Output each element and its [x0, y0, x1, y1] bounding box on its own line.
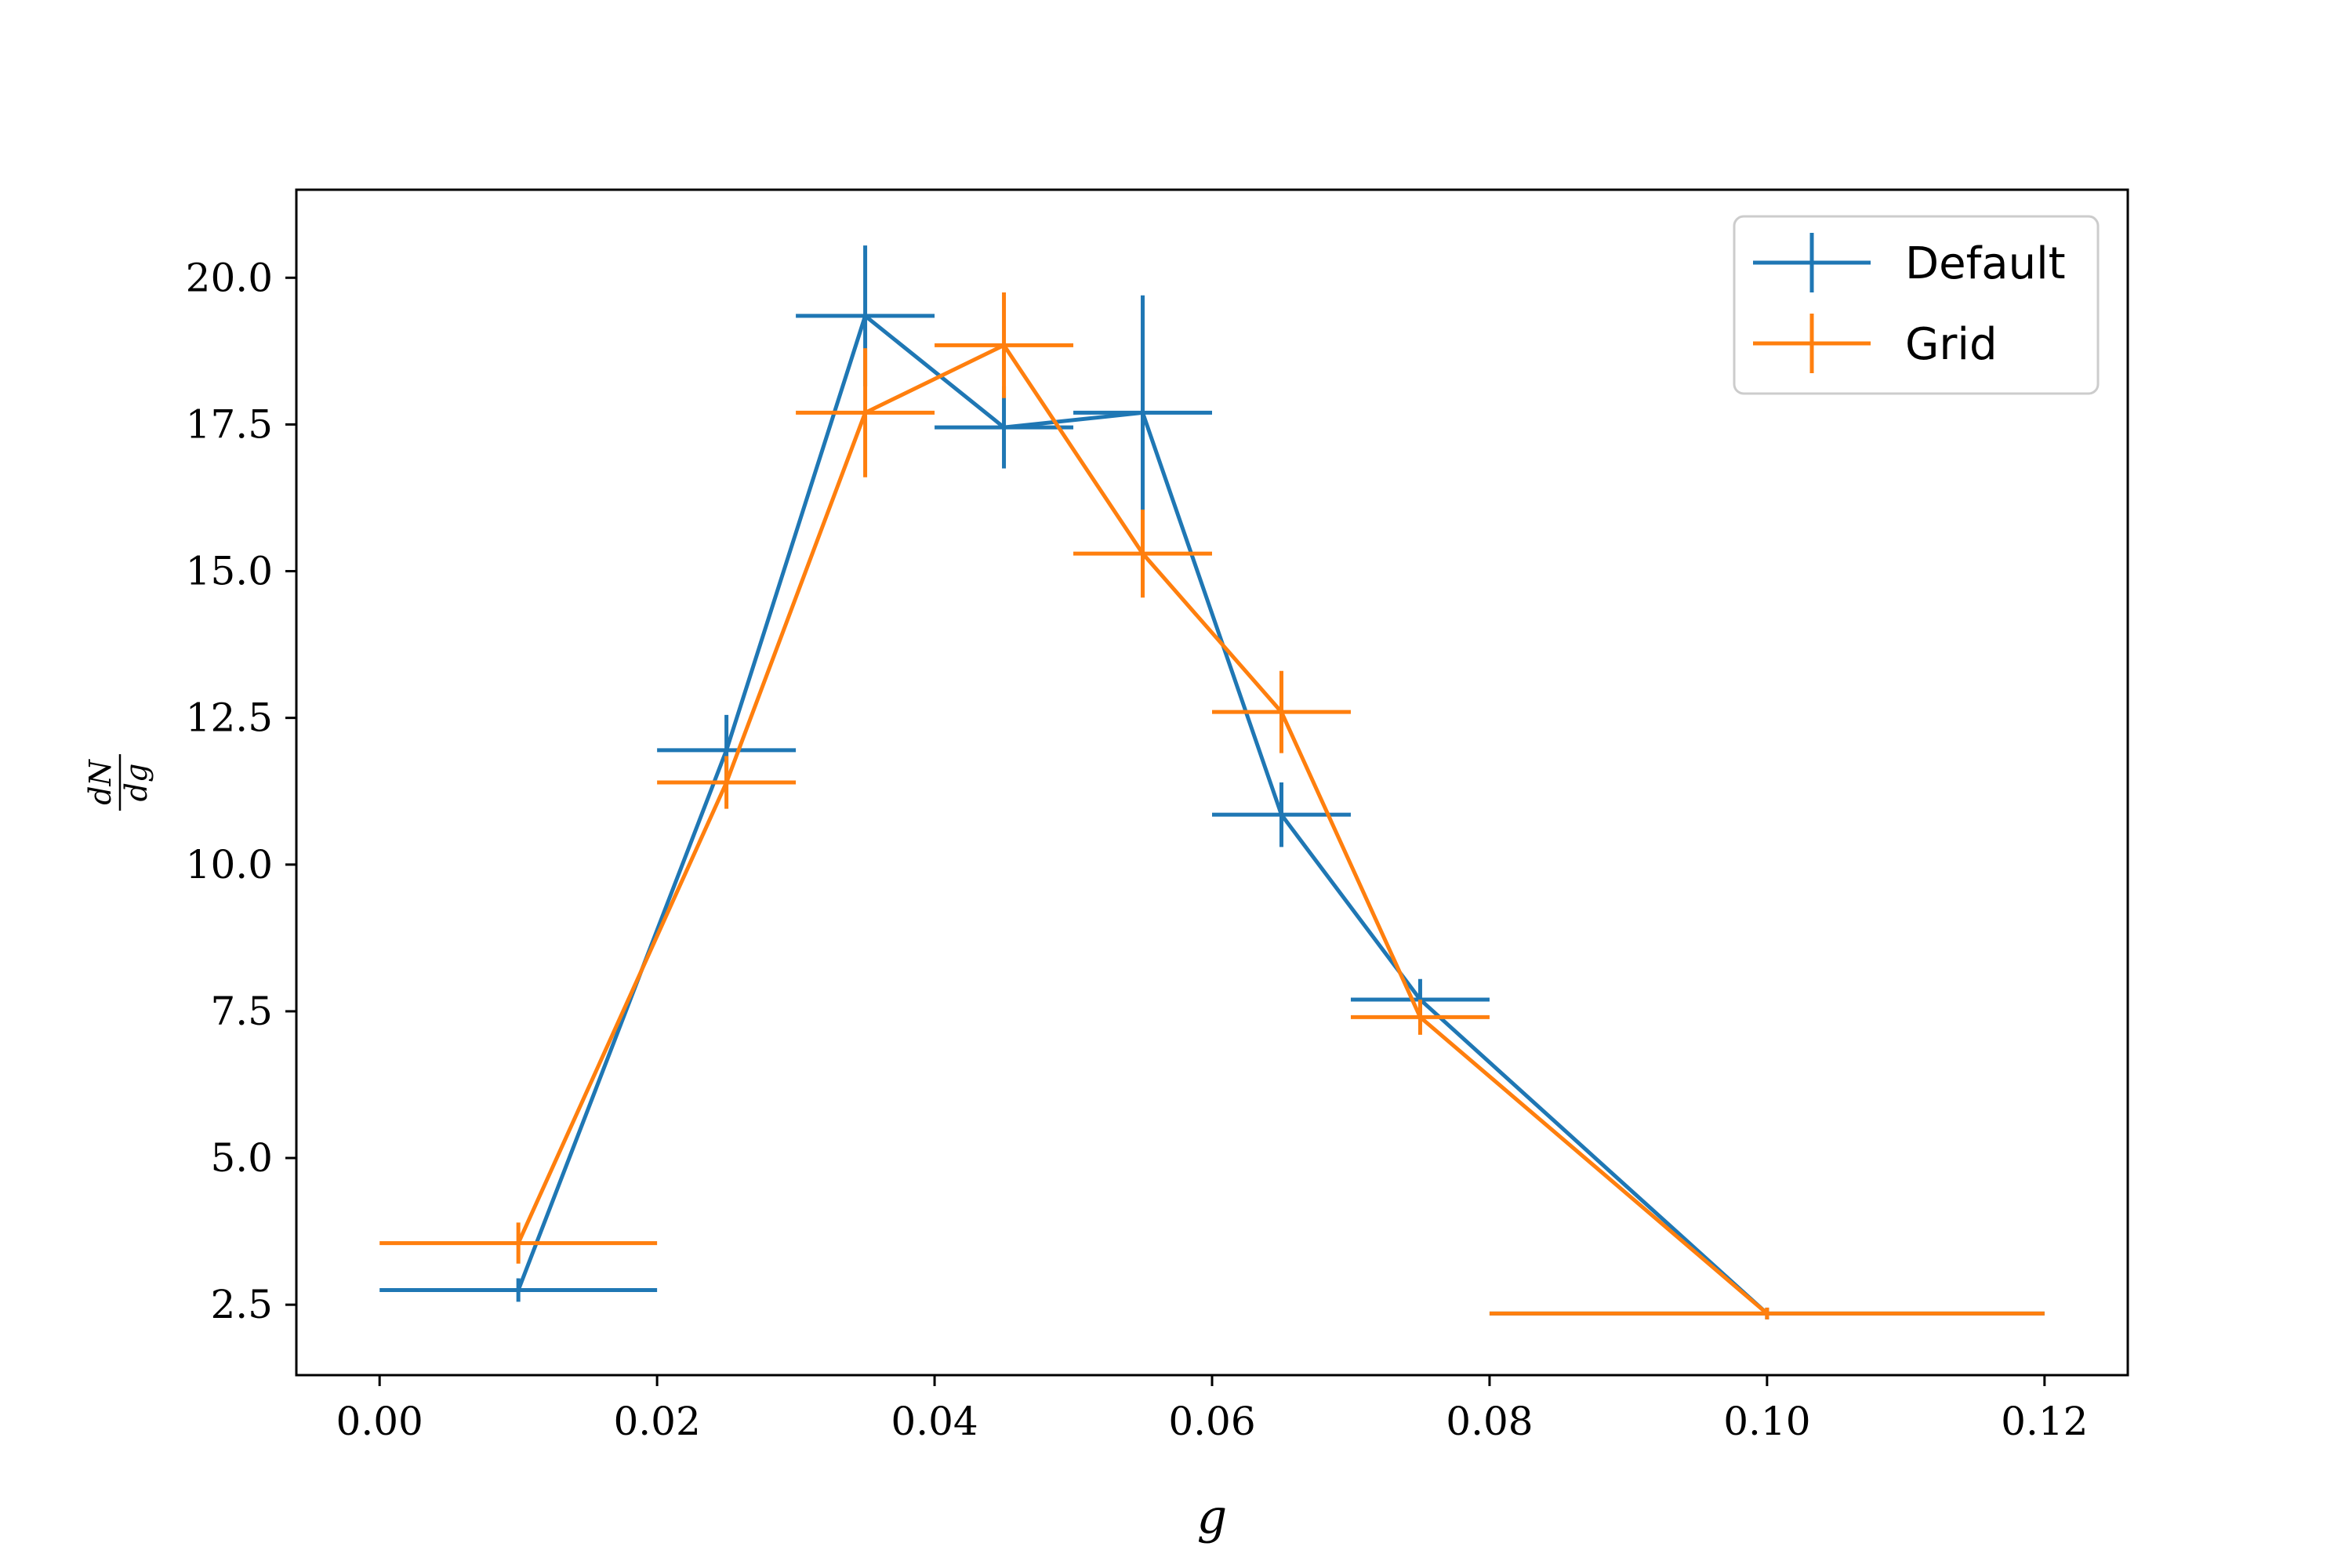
- y-tick-label: 17.5: [186, 401, 273, 447]
- legend: Default Grid: [1733, 215, 2100, 395]
- y-tick-label: 10.0: [186, 842, 273, 887]
- series-line-grid: [516, 343, 1769, 1316]
- data-point-grid: [657, 756, 797, 809]
- legend-item-grid: Grid: [1753, 314, 1998, 373]
- data-point-grid: [1073, 509, 1212, 598]
- data-point-grid: [935, 292, 1074, 398]
- data-point-grid: [1350, 999, 1490, 1035]
- legend-label-default: Default: [1905, 238, 2066, 289]
- y-axis-label: dN dg: [83, 754, 154, 811]
- y-tick-label: 2.5: [210, 1282, 273, 1327]
- x-tick-label: 0.10: [1723, 1399, 1810, 1444]
- y-tick-label: 15.0: [186, 549, 273, 594]
- x-tick-label: 0.02: [613, 1399, 700, 1444]
- data-point-grid: [796, 348, 935, 477]
- x-tick-label: 0.12: [2001, 1399, 2088, 1444]
- data-point-grid: [1489, 1307, 2045, 1319]
- y-tick-label: 12.5: [186, 695, 273, 741]
- x-axis: 0.00 0.02 0.04 0.06 0.08 0.10 0.12: [336, 1375, 2088, 1444]
- x-tick-label: 0.08: [1446, 1399, 1533, 1444]
- data-point-grid: [1212, 670, 1351, 753]
- data-point-default: [935, 386, 1074, 469]
- data-point-default: [1073, 295, 1212, 531]
- legend-label-grid: Grid: [1905, 319, 1998, 370]
- x-axis-label: g: [1197, 1490, 1227, 1544]
- x-tick-label: 0.00: [336, 1399, 423, 1444]
- y-axis: 2.5 5.0 7.5 10.0 12.5 15.0 17.5 20.0: [186, 255, 296, 1327]
- series-grid: [379, 292, 2045, 1319]
- data-point-grid: [379, 1222, 658, 1264]
- y-axis-label-numerator: dN: [83, 758, 118, 804]
- y-tick-label: 5.0: [210, 1135, 273, 1181]
- data-point-default: [379, 1278, 658, 1302]
- series-layer: [379, 245, 2045, 1319]
- legend-item-default: Default: [1753, 233, 2066, 292]
- y-tick-label: 7.5: [210, 989, 273, 1034]
- y-axis-label-denominator: dg: [119, 764, 154, 802]
- x-tick-label: 0.06: [1168, 1399, 1255, 1444]
- y-tick-label: 20.0: [186, 255, 273, 300]
- x-tick-label: 0.04: [891, 1399, 978, 1444]
